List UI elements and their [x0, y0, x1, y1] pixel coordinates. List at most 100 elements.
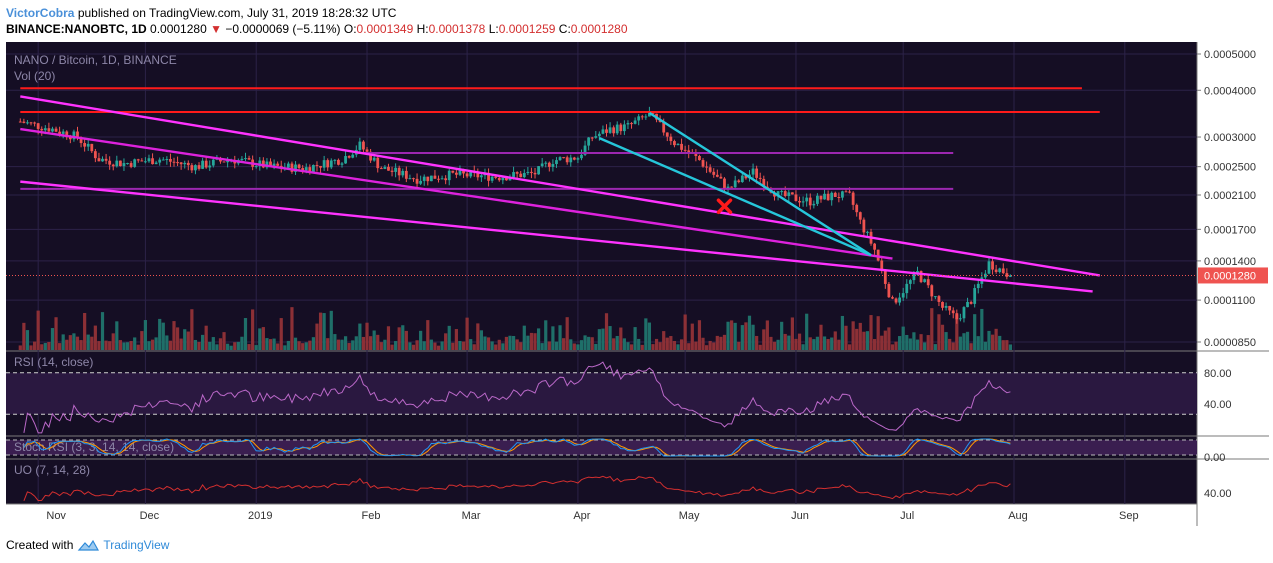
volume-bar: [261, 327, 265, 350]
candle-body: [876, 249, 880, 261]
volume-bar: [326, 338, 330, 350]
candle-body: [533, 172, 537, 175]
x-tick-label: Jul: [900, 510, 914, 522]
candle-body: [54, 128, 58, 132]
candle-body: [540, 163, 544, 167]
volume-bar: [830, 337, 834, 350]
low-label: L:: [488, 22, 499, 36]
volume-bar: [133, 337, 137, 350]
volume-bar: [304, 342, 308, 350]
candle-body: [637, 116, 641, 121]
candle-body: [851, 192, 855, 205]
candle-body: [244, 158, 247, 160]
volume-bar: [933, 344, 937, 350]
candle-body: [708, 167, 712, 172]
x-tick-label: May: [679, 510, 700, 522]
candle-body: [197, 165, 201, 169]
x-tick-label: Sep: [1119, 510, 1139, 522]
candle-body: [133, 159, 137, 167]
volume-bar: [479, 330, 484, 350]
volume-bar: [594, 343, 598, 350]
volume-bar: [604, 313, 609, 350]
candle-body: [630, 123, 633, 125]
volume-bar: [68, 335, 72, 350]
volume-bar: [669, 336, 673, 350]
candle-body: [304, 167, 308, 171]
author-link[interactable]: VictorCobra: [6, 6, 75, 20]
volume-bar: [919, 334, 923, 350]
volume-bar: [47, 341, 51, 350]
high-value: 0.0001378: [428, 22, 486, 36]
volume-bar: [983, 341, 988, 350]
candle-body: [426, 176, 430, 182]
candle-body: [812, 203, 816, 206]
volume-bar: [812, 339, 816, 350]
volume-bar: [40, 344, 44, 350]
candle-body: [337, 159, 340, 165]
volume-bar: [290, 307, 294, 350]
candle-body: [194, 165, 197, 171]
candle-body: [154, 162, 158, 165]
candle-body: [18, 121, 22, 123]
footer: Created with TradingView: [6, 538, 169, 552]
chart-canvas[interactable]: Nov Dec 2019 Feb Mar Apr May Jun Jul Aug Sep 0.0005…: [0, 42, 1273, 528]
volume-bar: [837, 339, 841, 350]
candle-body: [326, 160, 330, 168]
tradingview-brand[interactable]: TradingView: [103, 538, 170, 552]
volume-bar: [236, 341, 240, 350]
volume-bar: [654, 338, 659, 350]
volume-bar: [765, 320, 769, 350]
x-tick-label: 2019: [248, 510, 272, 522]
volume-bar: [562, 338, 566, 350]
candle-body: [158, 159, 162, 163]
volume-bar: [315, 323, 319, 350]
candle-body: [558, 157, 562, 161]
candle-body: [240, 158, 244, 161]
candle-body: [294, 164, 297, 172]
candle-body: [147, 158, 151, 162]
published-text: published on TradingView.com, July 31, 2…: [77, 6, 397, 20]
volume-bar: [544, 320, 548, 350]
candle-body: [258, 160, 262, 167]
volume-bar: [687, 343, 691, 350]
volume-bar: [994, 328, 998, 350]
volume-bar: [97, 341, 101, 350]
candle-body: [951, 310, 955, 314]
volume-bar: [233, 342, 237, 350]
candle-body: [966, 301, 969, 308]
volume-bar: [143, 320, 148, 350]
volume-bar: [322, 313, 326, 350]
candle-body: [344, 156, 347, 164]
volume-bar: [790, 317, 794, 350]
uo-tick-label: 40.00: [1204, 488, 1232, 500]
candle-body: [404, 170, 408, 179]
volume-bar: [254, 345, 258, 350]
candle-body: [776, 191, 780, 197]
volume-bar: [958, 336, 962, 350]
volume-bar: [554, 341, 559, 350]
candle-body: [161, 159, 165, 161]
volume-bar: [940, 324, 945, 350]
candle-body: [365, 149, 369, 152]
volume-bar: [401, 325, 405, 350]
y-tick-label: 0.0003000: [1204, 132, 1256, 144]
volume-bar: [783, 333, 787, 350]
candle-body: [397, 167, 401, 176]
candle-body: [169, 158, 172, 162]
volume-bar: [165, 335, 169, 350]
candle-body: [26, 122, 29, 124]
candle-body: [415, 178, 419, 184]
candle-body: [866, 231, 869, 233]
volume-bar: [787, 335, 791, 350]
candle-body: [805, 197, 809, 202]
candle-body: [740, 175, 744, 183]
candle-body: [590, 137, 594, 139]
candle-body: [501, 177, 505, 181]
volume-bar: [894, 341, 898, 350]
volume-bar: [197, 341, 201, 350]
candle-body: [905, 283, 909, 294]
volume-bar: [61, 334, 65, 350]
volume-bar: [880, 335, 884, 350]
candle-body: [862, 219, 866, 233]
volume-bar: [311, 337, 316, 350]
